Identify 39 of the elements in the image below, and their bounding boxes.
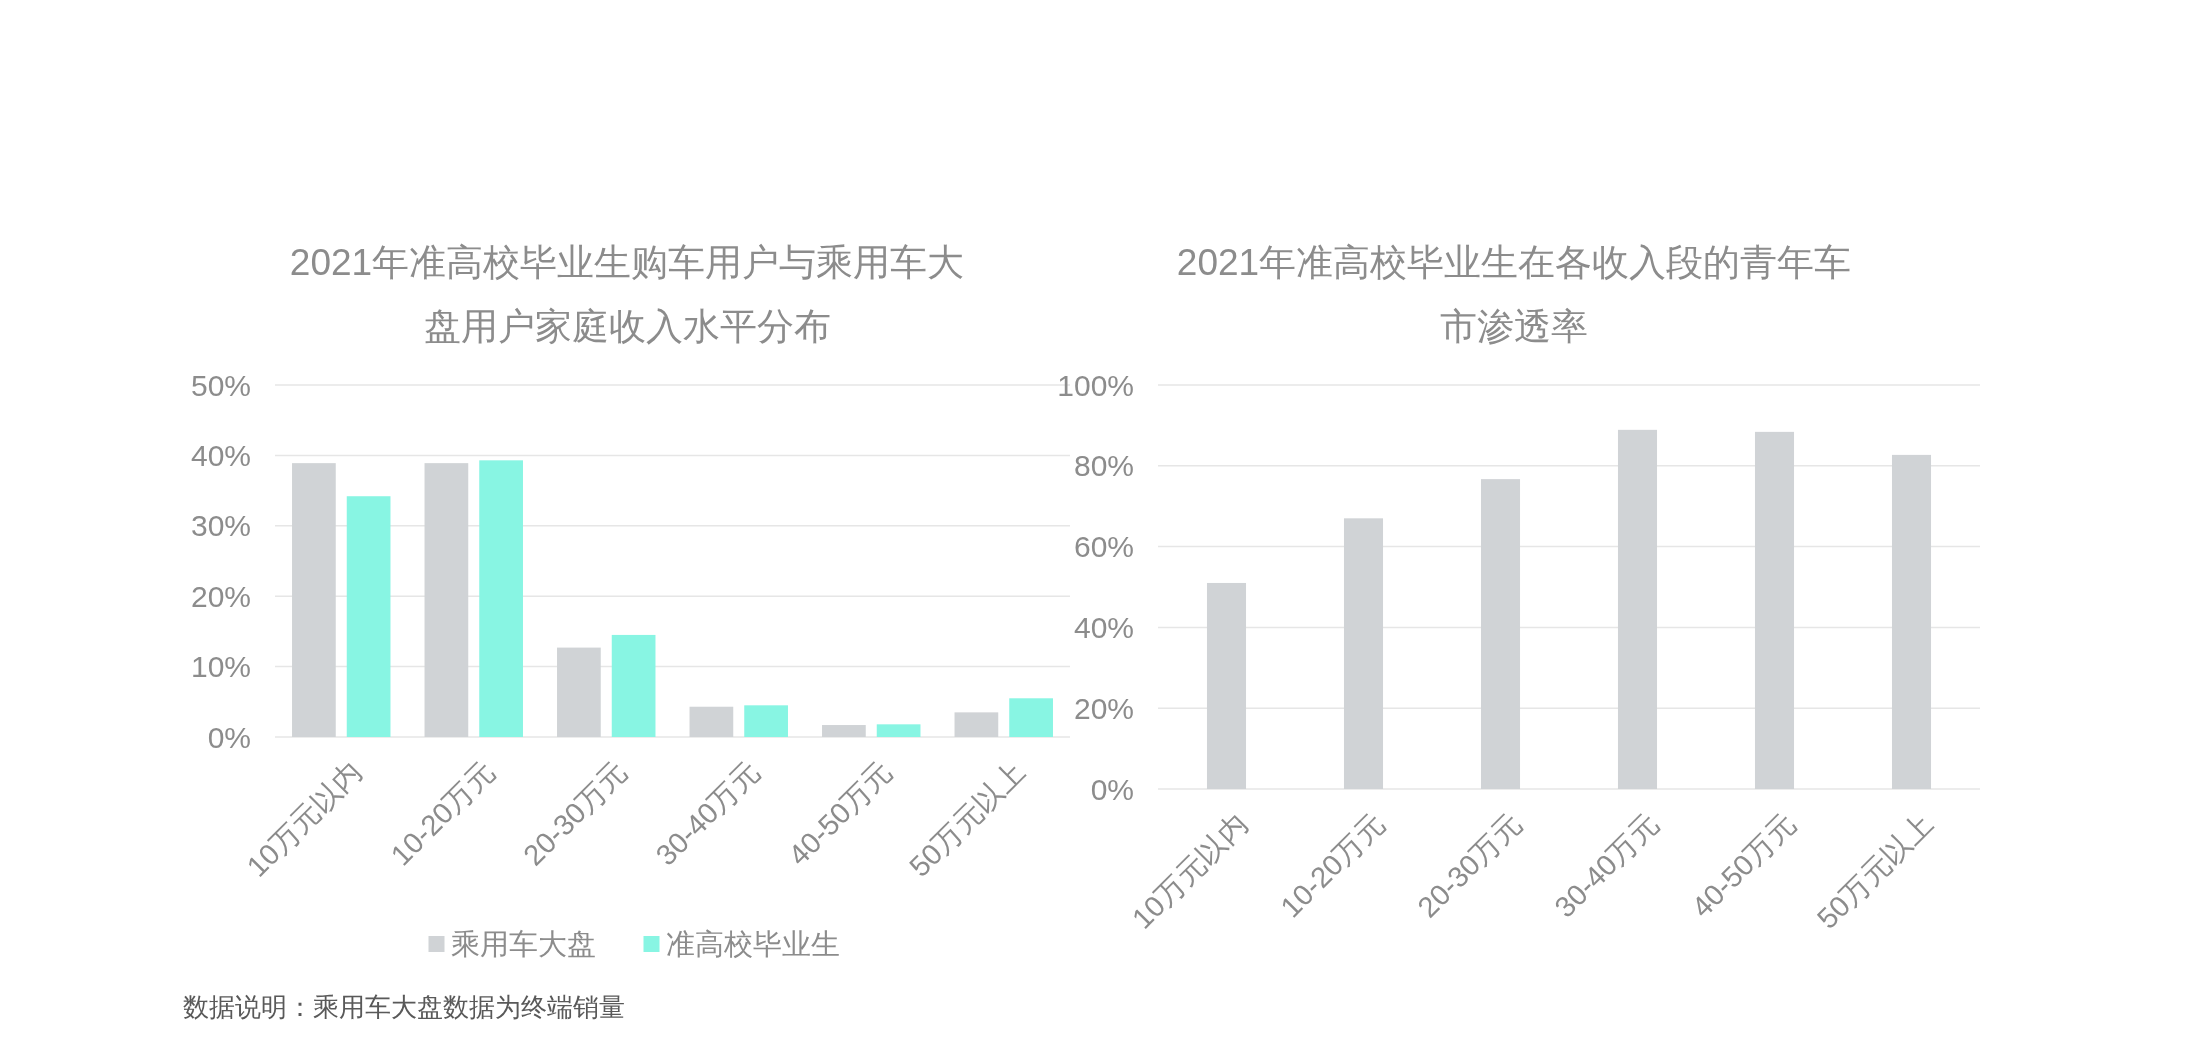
y-tick-label: 50%: [190, 368, 251, 402]
y-tick-label: 0%: [1090, 772, 1134, 806]
bar: [292, 463, 336, 737]
bar: [1617, 429, 1658, 789]
y-tick-label: 0%: [207, 720, 251, 754]
y-tick-label: 80%: [1073, 449, 1134, 483]
x-tick-label: 50万元以上: [903, 755, 1031, 883]
bar: [954, 712, 999, 737]
chart-title: 2021年准高校毕业生购车用户与乘用车大盘用户家庭收入水平分布: [289, 241, 965, 347]
y-tick-label: 10%: [190, 650, 251, 684]
bar: [744, 705, 788, 737]
bar: [611, 634, 656, 737]
bar: [1480, 479, 1521, 789]
bar: [1891, 454, 1932, 789]
x-tick-label: 10万元以内: [240, 755, 369, 883]
y-tick-label: 40%: [1073, 610, 1134, 644]
x-tick-label: 50万元以上: [1810, 807, 1939, 935]
bar: [479, 460, 523, 737]
legend-label: 乘用车大盘: [450, 928, 596, 960]
y-tick-label: 20%: [190, 579, 251, 613]
bar: [822, 725, 866, 737]
bar: [1343, 518, 1384, 789]
bar: [1754, 431, 1795, 789]
y-tick-label: 100%: [1057, 368, 1134, 402]
x-tick-label: 10万元以内: [1125, 807, 1254, 935]
bar: [424, 463, 469, 737]
legend-label: 准高校毕业生: [665, 928, 840, 960]
bar: [346, 496, 391, 737]
bar: [689, 706, 734, 737]
bar: [557, 647, 601, 737]
bar: [876, 724, 921, 737]
y-tick-label: 40%: [190, 438, 251, 472]
text: 数据说明：乘用车大盘数据为终端销量: [183, 992, 625, 1022]
bar: [1206, 582, 1247, 789]
y-tick-label: 20%: [1073, 691, 1134, 725]
bar: [1009, 698, 1053, 737]
y-tick-label: 60%: [1073, 530, 1134, 564]
y-tick-label: 30%: [190, 509, 251, 543]
chart-title: 2021年准高校毕业生在各收入段的青年车市渗透率: [1176, 241, 1852, 347]
